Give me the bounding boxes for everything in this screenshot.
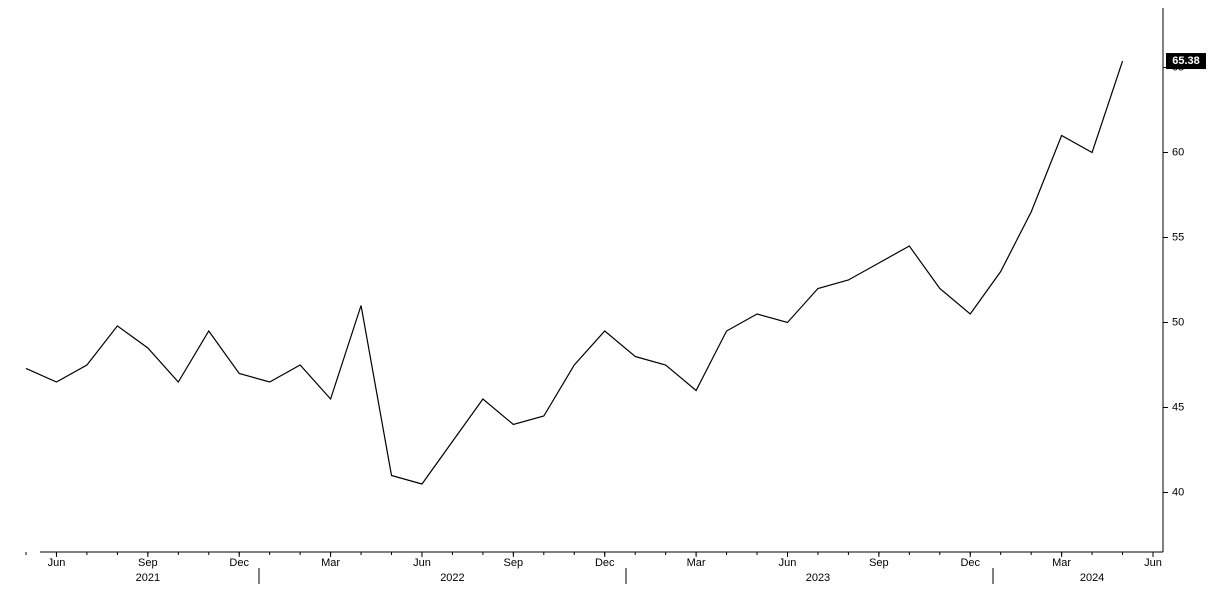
x-tick-label: Jun [48,557,66,569]
last-price-box [1166,53,1206,70]
x-tick-label: Dec [595,557,615,569]
x-tick-label: Sep [138,557,158,569]
y-tick-label: 45 [1172,401,1184,413]
x-tick-label: Dec [960,557,980,569]
x-tick-label: Sep [504,557,524,569]
y-tick-label: 60 [1172,146,1184,158]
year-label: 2022 [440,572,464,584]
x-tick-label: Mar [687,557,706,569]
x-tick-label: Mar [321,557,340,569]
y-tick-label: 55 [1172,231,1184,243]
year-label: 2024 [1080,572,1104,584]
year-label: 2023 [806,572,830,584]
price-line [25,60,1124,485]
x-tick-label: Jun [413,557,431,569]
y-tick-label: 50 [1172,316,1184,328]
y-tick-label: 40 [1172,486,1184,498]
x-tick-label: Dec [229,557,249,569]
last-price-label: 65.38 [1172,55,1200,67]
x-tick-label: Jun [1144,557,1162,569]
x-tick-label: Sep [869,557,889,569]
x-tick-label: Mar [1052,557,1071,569]
x-tick-label: Jun [779,557,797,569]
year-label: 2021 [136,572,160,584]
